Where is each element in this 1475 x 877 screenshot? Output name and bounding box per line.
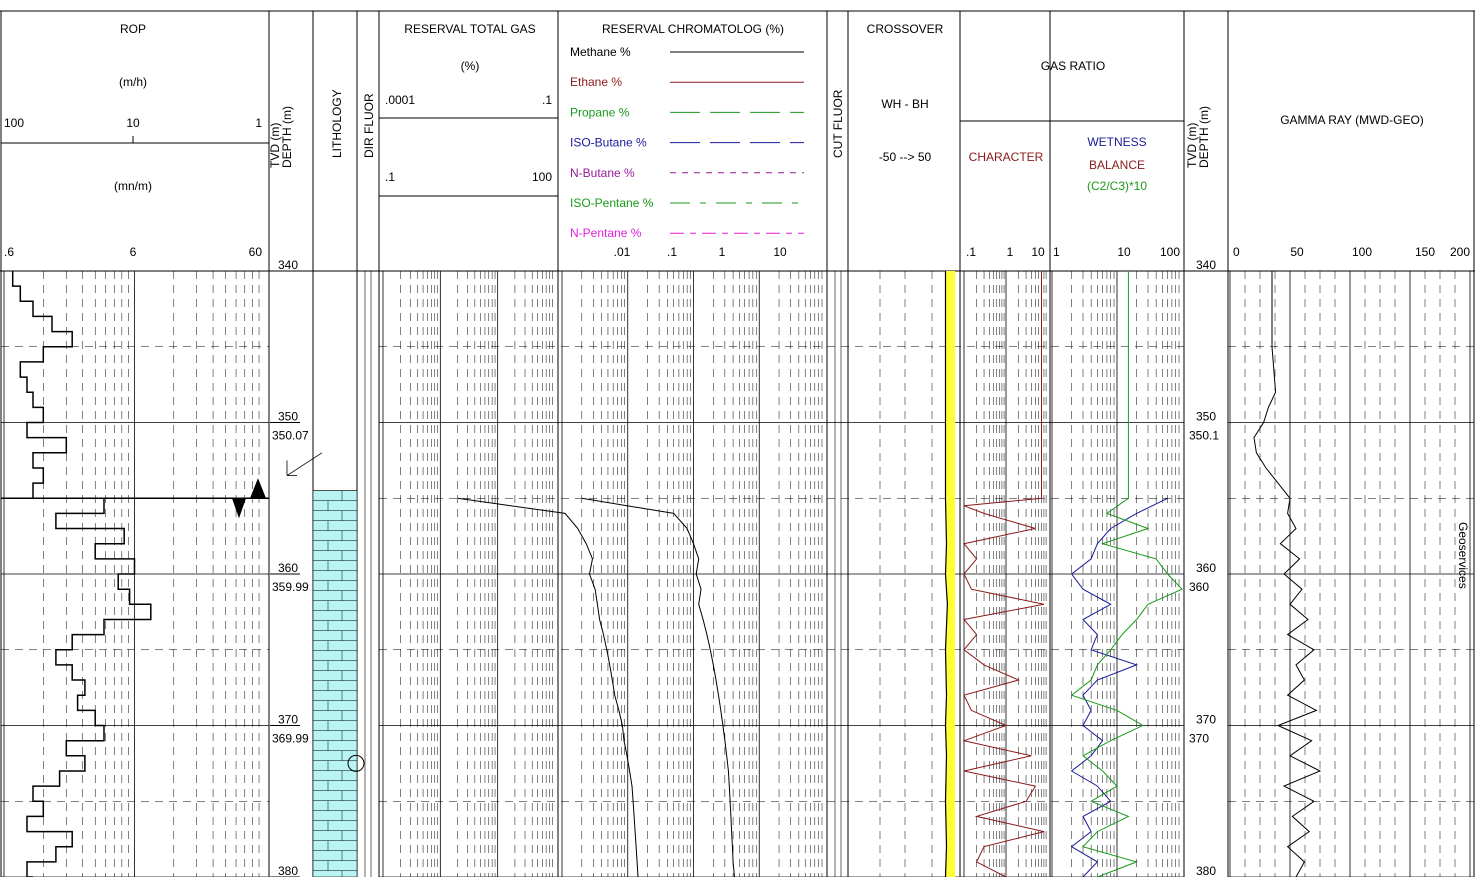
curves-layer <box>1 271 1322 877</box>
balance-label: BALANCE <box>1089 158 1145 172</box>
gamma-scale-4: 150 <box>1415 245 1435 259</box>
wetness-curve <box>1070 497 1168 877</box>
rop-scale-bottom-1: .6 <box>4 245 14 259</box>
casing-shoe-marker <box>232 498 246 519</box>
rop-scale-top-2: 10 <box>126 116 140 130</box>
md-label-right: 360 <box>1189 580 1209 594</box>
character-curve <box>962 271 1045 877</box>
legend-label-1: Ethane % <box>570 75 622 89</box>
depth-label-right: 380 <box>1196 864 1216 877</box>
lithology-fill <box>312 490 358 877</box>
legend-label-3: ISO-Butane % <box>570 136 647 150</box>
gas-ratio-title: GAS RATIO <box>1041 59 1105 73</box>
legend-label-0: Methane % <box>570 45 631 59</box>
wetness-scale-3: 100 <box>1160 245 1180 259</box>
wetness-scale-1: 1 <box>1053 245 1060 259</box>
tvd-right-title: TVD (m) <box>1185 123 1199 168</box>
balance-curve <box>1070 271 1183 877</box>
md-label-left: 369.99 <box>272 732 309 746</box>
chromatolog-title: RESERVAL CHROMATOLOG (%) <box>602 22 784 36</box>
depth-labels: 340 340 350 350 360 360 370 370 380 380 350.07 359.… <box>270 258 1219 877</box>
crossover-curve <box>944 271 949 877</box>
depth-right-title: DEPTH (m) <box>1197 106 1211 168</box>
wetness-scale-2: 10 <box>1117 245 1131 259</box>
depth-label-right: 370 <box>1196 713 1216 727</box>
depth-label-left: 350 <box>278 410 298 424</box>
depth-label-right: 340 <box>1196 258 1216 272</box>
grid-layer <box>0 10 1475 877</box>
rop-scale-top-3: 1 <box>255 116 262 130</box>
gamma-title: GAMMA RAY (MWD-GEO) <box>1280 113 1424 127</box>
rop-unit-bottom: (mn/m) <box>114 179 152 193</box>
chromatolog-scale-2: .1 <box>667 245 677 259</box>
total-gas-scale-bottom-2: 100 <box>532 170 552 184</box>
total-gas-scale-top-1: .0001 <box>385 93 415 107</box>
md-label-right: 370 <box>1189 732 1209 746</box>
chromatolog-scale-3: 1 <box>719 245 726 259</box>
depth-left-title: DEPTH (m) <box>280 106 294 168</box>
depth-label-left: 370 <box>278 713 298 727</box>
md-label-left: 350.07 <box>272 429 309 443</box>
chromatolog-scale-4: 10 <box>773 245 787 259</box>
depth-label-left: 340 <box>278 258 298 272</box>
md-label-left: 359.99 <box>272 580 309 594</box>
legend-label-6: N-Pentane % <box>570 226 642 240</box>
total-gas-title: RESERVAL TOTAL GAS <box>404 22 535 36</box>
total-gas-unit: (%) <box>461 59 480 73</box>
crossover-range: -50 --> 50 <box>879 150 932 164</box>
sample-symbol <box>347 754 365 772</box>
legend-label-5: ISO-Pentane % <box>570 196 654 210</box>
depth-label-right: 360 <box>1196 561 1216 575</box>
character-scale-3: 10 <box>1031 245 1045 259</box>
crossover-sub: WH - BH <box>881 97 928 111</box>
rop-scale-bottom-3: 60 <box>249 245 263 259</box>
depth-label-left: 360 <box>278 561 298 575</box>
rop-title: ROP <box>120 22 146 36</box>
chromatolog-legend: Methane % Ethane % Propane % ISO-Butane % N-… <box>570 45 804 240</box>
chromatolog-scale-1: .01 <box>614 245 631 259</box>
depth-label-right: 350 <box>1196 410 1216 424</box>
character-label: CHARACTER <box>969 150 1044 164</box>
gamma-scale-5: 200 <box>1450 245 1470 259</box>
casing-shoe-marker <box>250 478 266 499</box>
legend-label-4: N-Butane % <box>570 166 635 180</box>
legend-label-2: Propane % <box>570 105 630 119</box>
cut-fluor-title: CUT FLUOR <box>831 89 845 158</box>
tvd-left-title: TVD (m) <box>268 123 282 168</box>
crossover-title: CROSSOVER <box>867 22 944 36</box>
gamma-scale-3: 100 <box>1352 245 1372 259</box>
balance-expr-label: (C2/C3)*10 <box>1087 179 1147 193</box>
wetness-label: WETNESS <box>1087 135 1146 149</box>
total-gas-curve <box>457 497 639 877</box>
geoservices-label: Geoservices <box>1456 522 1470 589</box>
methane-curve <box>581 497 735 877</box>
character-scale-2: 1 <box>1007 245 1014 259</box>
gamma-curve <box>1253 271 1322 877</box>
dir-fluor-title: DIR FLUOR <box>362 93 376 158</box>
total-gas-scale-bottom-1: .1 <box>385 170 395 184</box>
character-scale-1: .1 <box>966 245 976 259</box>
total-gas-scale-top-2: .1 <box>542 93 552 107</box>
rop-curve <box>11 271 152 877</box>
rop-scale-bottom-2: 6 <box>130 245 137 259</box>
crossover-fill <box>945 271 955 877</box>
gamma-scale-1: 0 <box>1233 245 1240 259</box>
rop-scale-top-1: 100 <box>4 116 24 130</box>
deviation-arrow <box>286 452 323 476</box>
md-label-right: 350.1 <box>1189 429 1219 443</box>
lithology-title: LITHOLOGY <box>330 89 344 158</box>
depth-label-left: 380 <box>278 864 298 877</box>
header-layer: ROP (m/h) 100 10 1 (mn/m) .6 6 60 TVD (m… <box>4 22 1470 589</box>
gamma-scale-2: 50 <box>1290 245 1304 259</box>
rop-unit-top: (m/h) <box>119 75 147 89</box>
